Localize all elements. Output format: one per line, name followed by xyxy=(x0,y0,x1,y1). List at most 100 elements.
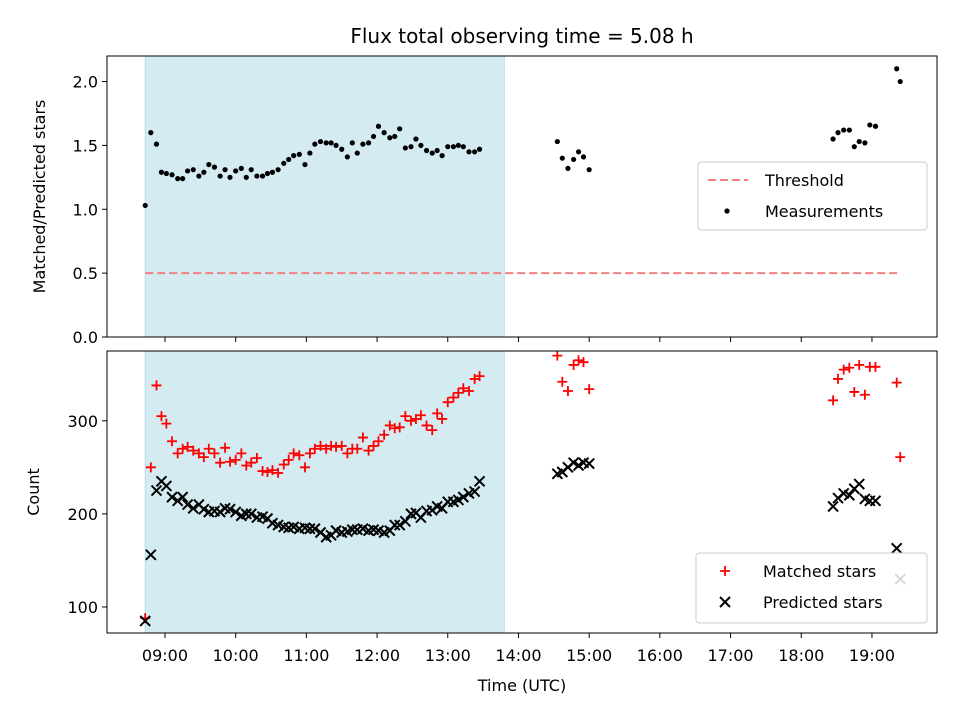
data-point xyxy=(389,519,401,531)
data-point xyxy=(575,149,582,155)
plot-frame xyxy=(106,55,938,338)
top-panel: 0.0 0.5 1.0 1.5 2.0 Matched/Predicted stars Th… xyxy=(30,55,938,347)
data-point xyxy=(333,142,339,149)
data-point xyxy=(854,359,865,370)
data-point xyxy=(215,457,226,468)
data-point xyxy=(354,150,360,156)
legend-marker xyxy=(724,208,730,214)
data-point xyxy=(153,141,160,147)
x-tick-label: 11:00 xyxy=(283,646,329,665)
series-predicted-stars xyxy=(139,456,906,627)
data-point xyxy=(281,160,287,166)
data-point xyxy=(392,133,398,140)
legend-label: Matched stars xyxy=(763,562,876,581)
data-point xyxy=(309,523,321,535)
data-point xyxy=(156,411,167,422)
data-point xyxy=(233,168,239,174)
data-point xyxy=(172,448,183,459)
chart-title: Flux total observing time = 5.08 h xyxy=(350,24,693,48)
y-axis-label: Matched/Predicted stars xyxy=(30,100,49,294)
data-point xyxy=(476,146,483,152)
data-point xyxy=(381,130,387,136)
data-point xyxy=(849,386,860,397)
data-point xyxy=(323,140,329,146)
x-tick-label: 15:00 xyxy=(566,646,612,665)
data-point xyxy=(257,466,268,477)
data-point xyxy=(578,357,589,368)
data-point xyxy=(373,436,384,447)
data-point xyxy=(315,440,326,451)
data-point xyxy=(843,489,856,501)
data-point xyxy=(312,141,318,147)
data-point xyxy=(278,459,289,470)
data-point xyxy=(442,397,453,408)
data-point xyxy=(429,150,435,156)
data-point xyxy=(294,450,305,461)
data-point xyxy=(336,440,347,451)
y-axis-label: Count xyxy=(24,468,43,516)
series-matched-stars xyxy=(140,350,906,624)
x-tick-label: 14:00 xyxy=(495,646,541,665)
data-point xyxy=(240,508,252,520)
y-tick-label: 100 xyxy=(67,598,98,617)
data-point xyxy=(145,462,156,473)
data-point xyxy=(188,445,199,456)
data-point xyxy=(557,376,568,387)
data-point xyxy=(406,415,417,426)
data-point xyxy=(190,167,196,173)
data-point xyxy=(230,454,241,465)
data-point xyxy=(346,523,359,536)
data-point xyxy=(262,466,273,477)
data-point xyxy=(573,355,584,366)
data-point xyxy=(224,503,236,515)
data-point xyxy=(833,373,844,384)
legend-box xyxy=(697,161,928,231)
bottom-panel: 100 200 300 09:00 10:00 11:00 12:00 13:00 14:00 1… xyxy=(24,350,938,665)
data-point xyxy=(161,418,172,429)
data-point xyxy=(851,144,857,150)
legend-marker xyxy=(719,596,731,608)
data-point xyxy=(827,500,839,513)
data-point xyxy=(841,127,847,133)
data-point xyxy=(565,165,571,171)
data-point xyxy=(571,156,577,163)
data-point xyxy=(150,484,163,497)
y-tick-label: 1.5 xyxy=(73,136,98,155)
data-point xyxy=(394,422,405,433)
data-point xyxy=(167,436,178,447)
data-point xyxy=(227,174,233,180)
data-point xyxy=(275,167,281,173)
data-point xyxy=(248,167,254,173)
data-point xyxy=(209,448,220,459)
data-point xyxy=(283,454,294,465)
data-point xyxy=(413,136,419,142)
x-tick-label: 18:00 xyxy=(778,646,824,665)
data-point xyxy=(455,142,461,149)
data-point xyxy=(415,410,426,421)
data-point xyxy=(830,136,836,142)
data-point xyxy=(418,142,424,149)
data-point xyxy=(468,485,481,498)
data-point xyxy=(895,452,906,463)
data-point xyxy=(363,445,374,456)
data-point xyxy=(229,506,242,518)
data-point xyxy=(828,395,839,406)
data-point xyxy=(867,122,873,128)
data-point xyxy=(259,173,266,179)
data-point xyxy=(163,170,169,177)
data-point xyxy=(375,123,382,129)
data-point xyxy=(225,456,236,467)
data-point xyxy=(562,386,573,397)
data-point xyxy=(473,475,486,488)
legend-label: Measurements xyxy=(765,202,883,221)
x-tick-label: 09:00 xyxy=(142,646,188,665)
data-point xyxy=(552,350,563,361)
shaded-interval xyxy=(144,55,505,338)
legend-marker xyxy=(720,566,730,576)
data-point xyxy=(181,498,194,511)
x-tick-label: 16:00 xyxy=(637,646,683,665)
data-point xyxy=(554,138,560,145)
data-point xyxy=(344,154,350,160)
data-point xyxy=(203,443,214,454)
